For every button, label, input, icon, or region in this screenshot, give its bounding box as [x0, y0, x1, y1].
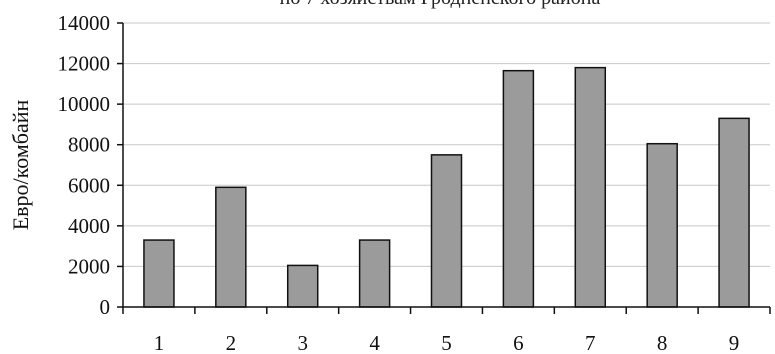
y-tick-label: 10000 [58, 92, 111, 116]
y-axis-title: Евро/комбайн [8, 100, 33, 231]
x-tick-label: 1 [154, 331, 165, 354]
y-tick-label: 2000 [68, 254, 110, 278]
bar [718, 117, 750, 308]
x-tick-label: 6 [513, 331, 524, 354]
x-tick-label: 5 [441, 331, 452, 354]
y-tick-label: 4000 [68, 214, 110, 238]
bar [286, 264, 319, 308]
bar [646, 142, 678, 308]
y-tick-label: 0 [100, 295, 111, 319]
bar [430, 154, 463, 308]
y-tick-label: 8000 [68, 133, 110, 157]
bar [574, 66, 607, 308]
y-tick-labels: 0 2000 4000 6000 8000 10000 12000 14000 [58, 11, 111, 319]
bar [358, 239, 391, 308]
bar [502, 69, 535, 308]
x-tick-labels: 1 2 3 4 5 6 7 8 9 [154, 331, 740, 354]
x-tick-label: 3 [297, 331, 308, 354]
chart-title: по 7 хозяйствам Гродненского района [280, 0, 601, 9]
x-tick-label: 9 [729, 331, 740, 354]
x-tick-label: 4 [369, 331, 380, 354]
x-tick-label: 2 [226, 331, 237, 354]
bar [143, 239, 175, 308]
axes [117, 22, 771, 314]
x-tick-label: 7 [585, 331, 596, 354]
y-tick-label: 6000 [68, 173, 110, 197]
bars [143, 66, 750, 308]
y-tick-label: 14000 [58, 11, 111, 35]
y-tick-label: 12000 [58, 52, 111, 76]
x-tick-label: 8 [657, 331, 668, 354]
bar [215, 186, 247, 308]
